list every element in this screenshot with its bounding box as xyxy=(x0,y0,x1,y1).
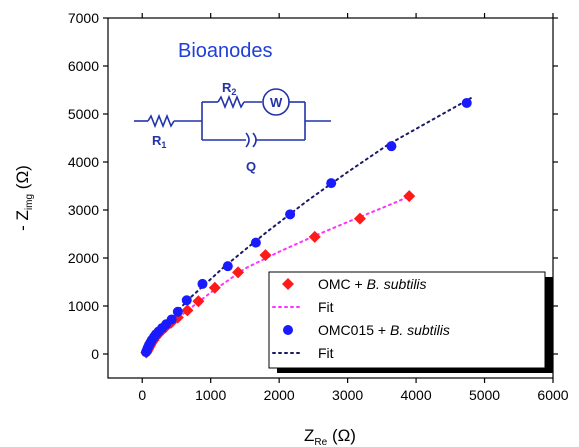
circle-point xyxy=(197,278,208,289)
x-tick-label: 4000 xyxy=(400,387,431,403)
x-tick-label: 0 xyxy=(138,387,146,403)
circle-point xyxy=(172,306,183,317)
diamond-point xyxy=(259,249,272,262)
x-tick-label: 1000 xyxy=(195,387,226,403)
circuit-label-r2: R2 xyxy=(222,80,236,97)
circle-point xyxy=(222,261,233,272)
x-axis-title: ZRe (Ω) xyxy=(304,426,356,447)
diamond-point xyxy=(403,190,416,203)
legend-marker xyxy=(282,278,294,290)
y-tick-label: 2000 xyxy=(68,250,99,266)
circle-point xyxy=(285,209,296,220)
x-tick-label: 3000 xyxy=(332,387,363,403)
diamond-point xyxy=(232,266,245,279)
diamond-point xyxy=(192,295,205,308)
resistor-r2 xyxy=(217,94,245,110)
legend: OMC + B. subtilis Fit OMC015 + B. subtilis… xyxy=(268,271,553,373)
series-2 xyxy=(140,97,472,358)
circle-point xyxy=(461,97,472,108)
plot-frame xyxy=(107,17,554,379)
legend-item-3: Fit xyxy=(272,345,334,361)
legend-label: Fit xyxy=(318,345,334,361)
y-tick-label: 6000 xyxy=(68,58,99,74)
axis-ticks: 0 1000 2000 3000 4000 5000 6000 0 1000 2000 3000 40… xyxy=(68,10,569,403)
y-tick-label: 4000 xyxy=(68,154,99,170)
x-tick-label: 2000 xyxy=(264,387,295,403)
cpe-q-left xyxy=(245,132,250,148)
y-tick-label: 1000 xyxy=(68,298,99,314)
legend-marker xyxy=(283,325,293,335)
cpe-q-right xyxy=(252,132,257,148)
series-layer xyxy=(140,97,472,359)
circle-point xyxy=(250,237,261,248)
legend-item-1: Fit xyxy=(272,299,334,315)
circle-point xyxy=(326,178,337,189)
x-tick-label: 5000 xyxy=(469,387,500,403)
y-axis-title: - Zimg (Ω) xyxy=(13,165,35,231)
diamond-point xyxy=(353,212,366,225)
diamond-point xyxy=(308,230,321,243)
y-tick-label: 7000 xyxy=(68,10,99,26)
circuit-label-r1: R1 xyxy=(152,133,166,150)
y-tick-label: 0 xyxy=(91,346,99,362)
diamond-point xyxy=(181,304,194,317)
y-tick-label: 5000 xyxy=(68,106,99,122)
circle-point xyxy=(386,141,397,152)
x-tick-label: 6000 xyxy=(537,387,568,403)
diamond-point xyxy=(208,281,221,294)
equivalent-circuit xyxy=(134,88,331,148)
legend-label: OMC015 + B. subtilis xyxy=(318,322,450,338)
inset-title: Bioanodes xyxy=(178,40,273,62)
legend-box xyxy=(268,271,546,369)
circle-point xyxy=(181,295,192,306)
legend-item-2: OMC015 + B. subtilis xyxy=(283,322,450,338)
legend-item-0: OMC + B. subtilis xyxy=(282,276,427,292)
circuit-label-w: W xyxy=(270,95,283,110)
legend-label: OMC + B. subtilis xyxy=(318,276,427,292)
circuit-label-q: Q xyxy=(246,159,256,174)
circle-point xyxy=(166,314,177,325)
resistor-r1 xyxy=(147,113,175,129)
y-tick-label: 3000 xyxy=(68,202,99,218)
legend-label: Fit xyxy=(318,299,334,315)
